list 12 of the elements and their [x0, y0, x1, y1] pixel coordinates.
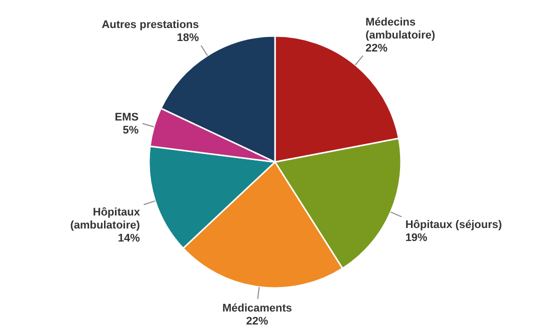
slice-label: Autres prestations [102, 19, 199, 32]
slice-label: Médicaments [222, 302, 292, 314]
slice-label: Médecins (ambulatoire) [366, 16, 436, 42]
data-label: 22% [366, 42, 388, 55]
slice-label: Hôpitaux (séjours) [405, 219, 502, 231]
slice-label: Hôpitaux (ambulatoire) [70, 206, 141, 232]
data-label: 14% [118, 232, 140, 245]
data-label: 18% [176, 32, 200, 44]
data-label: 5% [122, 124, 139, 136]
slice-label: EMS [114, 111, 139, 124]
data-label: 22% [246, 315, 268, 328]
data-label: 19% [405, 232, 428, 244]
